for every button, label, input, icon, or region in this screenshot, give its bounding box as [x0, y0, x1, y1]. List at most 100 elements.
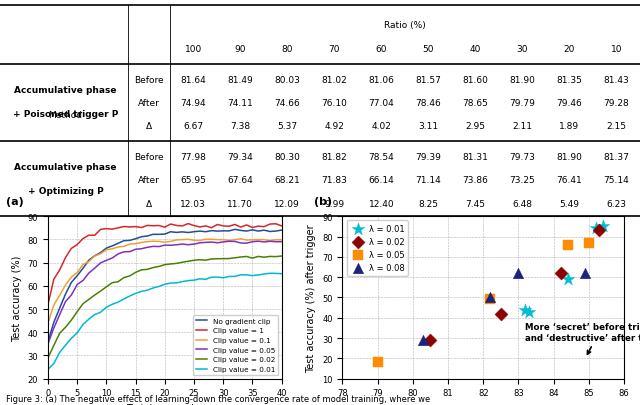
- Clip value = 0.1: [225, 239, 233, 243]
- Clip value = 0.1: [184, 237, 192, 242]
- Clip value = 0.1: [266, 239, 274, 243]
- No gradient clip: [102, 246, 110, 251]
- No gradient clip: [126, 239, 134, 243]
- Text: 74.11: 74.11: [227, 99, 253, 108]
- Clip value = 0.1: [207, 237, 215, 242]
- λ = 0.08: [419, 337, 429, 343]
- Text: 6.67: 6.67: [183, 122, 203, 131]
- No gradient clip: [231, 227, 239, 232]
- Clip value = 0.1: [74, 271, 81, 275]
- Text: 80.03: 80.03: [275, 75, 300, 85]
- Text: 5.49: 5.49: [559, 199, 579, 208]
- Clip value = 0.05: [260, 240, 268, 245]
- Text: 73.86: 73.86: [463, 176, 488, 185]
- Clip value = 0.02: [179, 260, 186, 265]
- Clip value = 1: [161, 225, 169, 230]
- Text: Δ: Δ: [146, 199, 152, 208]
- Clip value = 0.02: [149, 266, 157, 271]
- Text: 65.95: 65.95: [180, 176, 206, 185]
- Clip value = 0.1: [248, 238, 256, 243]
- Text: 7.45: 7.45: [465, 199, 485, 208]
- Clip value = 1: [255, 224, 262, 229]
- Text: 81.57: 81.57: [415, 75, 441, 85]
- Clip value = 0.05: [143, 245, 151, 250]
- Clip value = 0.05: [266, 239, 274, 244]
- Clip value = 1: [44, 302, 52, 307]
- Clip value = 0.01: [237, 273, 244, 277]
- Clip value = 1: [143, 224, 151, 228]
- Text: Before: Before: [134, 75, 164, 85]
- No gradient clip: [243, 229, 250, 234]
- Text: 71.83: 71.83: [321, 176, 347, 185]
- Text: 6.48: 6.48: [513, 199, 532, 208]
- Text: 81.90: 81.90: [557, 152, 582, 162]
- Clip value = 0.01: [184, 279, 192, 284]
- Clip value = 1: [167, 222, 175, 227]
- No gradient clip: [272, 229, 280, 234]
- Text: 81.82: 81.82: [321, 152, 347, 162]
- Text: After: After: [138, 176, 160, 185]
- Text: 80: 80: [282, 45, 293, 54]
- Clip value = 0.1: [214, 238, 221, 243]
- Clip value = 0.01: [260, 272, 268, 277]
- Text: 79.39: 79.39: [415, 152, 441, 162]
- Text: 81.60: 81.60: [463, 75, 488, 85]
- Clip value = 0.02: [243, 254, 250, 259]
- Clip value = 0.05: [161, 243, 169, 248]
- Clip value = 0.02: [50, 343, 58, 348]
- No gradient clip: [173, 230, 180, 235]
- Clip value = 0.1: [278, 238, 285, 243]
- Clip value = 0.02: [255, 254, 262, 259]
- Clip value = 0.01: [138, 289, 145, 294]
- Clip value = 1: [214, 222, 221, 227]
- Line: No gradient clip: No gradient clip: [48, 230, 282, 342]
- Clip value = 0.02: [126, 274, 134, 279]
- No gradient clip: [56, 306, 63, 311]
- Clip value = 0.1: [97, 252, 104, 256]
- Clip value = 0.02: [248, 256, 256, 261]
- λ = 0.01: [524, 309, 534, 315]
- No gradient clip: [184, 230, 192, 235]
- λ = 0.05: [485, 296, 495, 303]
- Clip value = 0.05: [220, 240, 227, 245]
- Clip value = 0.1: [56, 293, 63, 298]
- Clip value = 1: [184, 222, 192, 226]
- Text: 75.14: 75.14: [604, 176, 629, 185]
- λ = 0.02: [556, 270, 566, 277]
- No gradient clip: [214, 229, 221, 234]
- Text: 78.46: 78.46: [415, 99, 441, 108]
- Clip value = 0.02: [173, 261, 180, 266]
- Clip value = 0.05: [79, 278, 87, 283]
- λ = 0.01: [591, 226, 601, 232]
- Clip value = 1: [196, 225, 204, 230]
- Legend: λ = 0.01, λ = 0.02, λ = 0.05, λ = 0.08: λ = 0.01, λ = 0.02, λ = 0.05, λ = 0.08: [347, 221, 408, 276]
- Clip value = 0.1: [149, 239, 157, 244]
- Clip value = 0.01: [202, 277, 209, 282]
- Clip value = 0.02: [108, 281, 116, 286]
- Clip value = 0.05: [237, 241, 244, 246]
- Y-axis label: Test accuracy (%) after trigger: Test accuracy (%) after trigger: [307, 224, 317, 372]
- Clip value = 0.01: [97, 310, 104, 315]
- Text: 2.15: 2.15: [607, 122, 627, 131]
- No gradient clip: [79, 266, 87, 271]
- Clip value = 1: [115, 226, 122, 231]
- Clip value = 0.02: [74, 309, 81, 314]
- Clip value = 0.05: [202, 240, 209, 245]
- No gradient clip: [207, 228, 215, 233]
- Clip value = 0.05: [190, 242, 198, 247]
- Clip value = 1: [74, 243, 81, 247]
- Clip value = 0.01: [132, 291, 140, 296]
- Text: 71.14: 71.14: [415, 176, 441, 185]
- Clip value = 1: [278, 224, 285, 229]
- λ = 0.05: [372, 359, 383, 366]
- Clip value = 0.05: [243, 241, 250, 246]
- Clip value = 1: [190, 224, 198, 228]
- Clip value = 0.01: [102, 305, 110, 310]
- Clip value = 0.01: [231, 274, 239, 279]
- Clip value = 0.02: [260, 255, 268, 260]
- Clip value = 0.01: [115, 300, 122, 305]
- Text: 60: 60: [376, 45, 387, 54]
- Clip value = 0.1: [161, 240, 169, 245]
- Clip value = 0.02: [237, 255, 244, 260]
- Text: 77.04: 77.04: [369, 99, 394, 108]
